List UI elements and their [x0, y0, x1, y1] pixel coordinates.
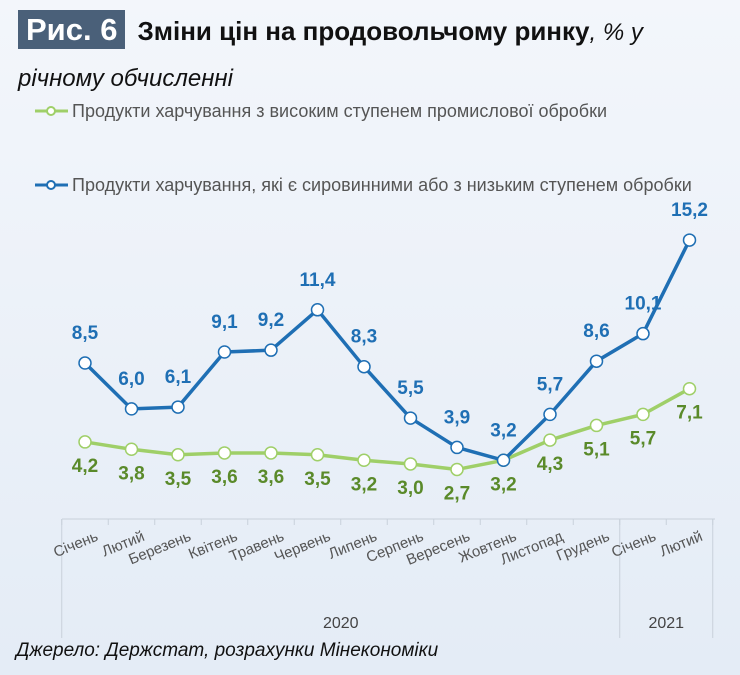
data-label: 5,7 — [537, 374, 563, 395]
series-line — [84, 387, 691, 472]
data-label: 3,8 — [118, 463, 144, 484]
data-label: 3,5 — [304, 469, 331, 490]
legend-text: Продукти харчування, які є сировинними а… — [72, 175, 692, 195]
data-label: 9,1 — [211, 312, 238, 333]
data-label: 5,7 — [630, 428, 656, 449]
series-line — [83, 239, 692, 463]
marker — [357, 359, 371, 374]
x-tick-label: Січень — [51, 528, 101, 561]
data-label: 4,3 — [537, 454, 563, 475]
marker — [217, 345, 232, 359]
data-label: 9,2 — [258, 310, 284, 331]
x-tick-label: Грудень — [554, 528, 612, 565]
marker — [636, 407, 650, 422]
data-label: 3,0 — [397, 478, 423, 499]
data-label: 5,5 — [397, 378, 424, 399]
legend-text: Продукти харчування з високим ступенем п… — [72, 101, 608, 121]
marker — [264, 343, 278, 357]
data-label: 8,3 — [351, 327, 377, 348]
data-label: 6,1 — [165, 367, 192, 388]
data-label: 10,1 — [625, 294, 662, 315]
marker — [543, 407, 557, 422]
data-label: 4,2 — [72, 456, 98, 477]
marker — [171, 400, 185, 414]
x-tick-label: Січень — [609, 528, 659, 561]
marker — [450, 462, 464, 477]
data-label: 11,4 — [300, 270, 336, 291]
marker — [124, 402, 139, 416]
data-label: 15,2 — [671, 200, 708, 221]
marker — [496, 453, 511, 468]
data-label: 6,0 — [118, 369, 144, 390]
marker — [403, 411, 418, 425]
data-label: 3,2 — [490, 420, 516, 441]
year-label: 2021 — [648, 615, 684, 632]
data-label: 7,1 — [676, 403, 703, 424]
marker — [310, 303, 325, 317]
data-label: 3,5 — [165, 469, 192, 490]
year-label: 2020 — [323, 615, 359, 632]
marker — [124, 442, 139, 457]
chart-title: Зміни цін на продовольчому ринку — [137, 16, 590, 46]
figure-label: Рис. 6 — [18, 10, 126, 49]
marker — [403, 457, 418, 471]
marker — [636, 326, 650, 341]
marker — [310, 448, 325, 462]
data-label: 3,2 — [490, 474, 516, 495]
marker — [357, 453, 371, 468]
marker — [589, 354, 604, 368]
marker — [78, 435, 92, 449]
marker — [264, 446, 278, 460]
marker — [78, 356, 92, 370]
legend-swatch — [46, 106, 56, 116]
marker — [171, 448, 185, 462]
data-label: 3,6 — [211, 467, 237, 488]
x-tick-label: Лютий — [657, 528, 705, 560]
data-label: 3,6 — [258, 467, 284, 488]
marker — [589, 418, 604, 433]
data-label: 5,1 — [583, 439, 610, 460]
subtitle: , % у річному обчисленні — [18, 19, 643, 92]
legend-swatch — [46, 180, 56, 190]
marker — [450, 440, 464, 455]
source: Джерело: Держстат, розрахунки Мінекономі… — [16, 640, 439, 661]
data-label: 2,7 — [444, 483, 470, 504]
marker — [543, 433, 557, 447]
marker — [682, 381, 697, 396]
header: Рис. 6 Зміни цін на продовольчому ринку, … — [18, 8, 658, 101]
data-label: 3,9 — [444, 407, 470, 428]
marker — [682, 233, 697, 247]
marker — [217, 446, 232, 460]
data-label: 8,5 — [72, 323, 99, 344]
data-label: 3,2 — [351, 474, 377, 495]
data-label: 8,6 — [583, 321, 609, 342]
